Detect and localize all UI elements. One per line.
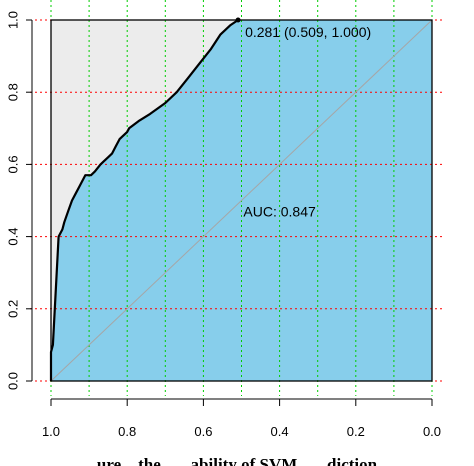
y-tick-label: 0.4 — [5, 228, 20, 246]
roc-curve — [49, 19, 239, 381]
y-tick-label: 0.8 — [5, 83, 20, 101]
threshold-annotation: 0.281 (0.509, 1.000) — [245, 24, 371, 40]
y-tick-label: 0.2 — [5, 300, 20, 318]
x-tick-label: 1.0 — [42, 424, 60, 439]
x-tick-label: 0.8 — [118, 424, 136, 439]
figure-caption: ...ure... the... ...ability of SVM... ..… — [84, 455, 390, 466]
y-tick-label: 1.0 — [5, 11, 20, 29]
y-tick-label: 0.6 — [5, 155, 20, 173]
x-tick-label: 0.0 — [423, 424, 441, 439]
x-tick-label: 0.6 — [194, 424, 212, 439]
auc-annotation: AUC: 0.847 — [243, 203, 316, 219]
x-tick-label: 0.2 — [347, 424, 365, 439]
x-tick-label: 0.4 — [271, 424, 289, 439]
axes: 0.0 0.2 0.4 0.6 0.8 1.0 1.0 0.8 0.6 0.4 0.2 0.0 — [5, 11, 441, 439]
y-tick-label: 0.0 — [5, 372, 20, 390]
chance-diagonal — [50, 19, 433, 382]
roc-chart: 0.0 0.2 0.4 0.6 0.8 1.0 1.0 0.8 0.6 0.4 0.2 0.0 0.2… — [5, 0, 442, 439]
plot-frame — [50, 19, 433, 382]
